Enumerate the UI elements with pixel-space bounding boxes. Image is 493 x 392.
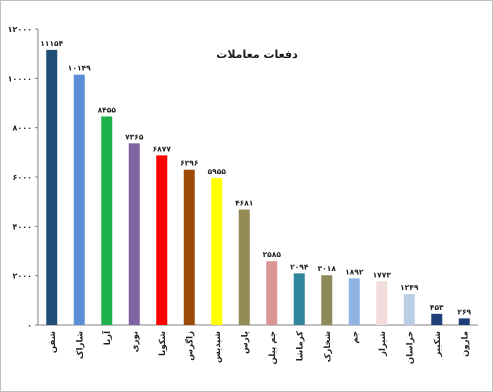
chart-title: دفعات معاملات xyxy=(216,48,298,61)
data-label: ۱۸۹۲ xyxy=(345,267,364,276)
bar xyxy=(156,155,168,325)
bar xyxy=(321,275,333,325)
data-label: ۶۲۹۶ xyxy=(180,159,198,168)
bar xyxy=(46,49,58,325)
category-label: کرماشا xyxy=(295,331,305,361)
category-label: شاراک xyxy=(75,331,85,359)
category-label: مارون xyxy=(460,331,470,357)
bar xyxy=(183,169,195,325)
data-label: ۱۰۱۴۹ xyxy=(68,64,91,73)
category-label: شخارک xyxy=(323,331,333,362)
data-label: ۱۱۱۵۴ xyxy=(40,39,63,48)
category-label: خراسان xyxy=(405,331,415,364)
data-label: ۱۷۷۳ xyxy=(373,270,392,279)
bars xyxy=(46,49,470,326)
bar xyxy=(101,116,113,326)
bar xyxy=(293,273,305,325)
bar xyxy=(376,281,388,325)
category-label: شپدیس xyxy=(213,331,223,363)
data-label: ۲۰۱۸ xyxy=(318,264,337,273)
y-tick-labels: ۰ ۲۰۰۰ ۴۰۰۰ ۶۰۰۰ ۸۰۰۰ ۱۰۰۰۰ ۱۲۰۰۰ xyxy=(8,25,32,330)
category-label: شفن xyxy=(48,331,58,353)
category-label: شکبیر xyxy=(433,331,443,358)
data-label: ۱۲۴۹ xyxy=(400,283,419,292)
data-label: ۸۴۵۵ xyxy=(98,105,117,114)
bar xyxy=(211,178,223,325)
category-label: شیراز xyxy=(378,331,388,357)
bar xyxy=(348,278,360,325)
bar xyxy=(458,318,470,325)
data-label: ۷۳۶۵ xyxy=(125,132,144,141)
data-label: ۵۹۵۵ xyxy=(208,167,227,176)
category-label: پارس xyxy=(240,331,250,354)
category-label: آریا xyxy=(101,330,113,345)
y-tick-label: ۴۰۰۰ xyxy=(12,222,32,231)
category-label: زاگرس xyxy=(184,331,195,361)
y-tick-label: ۸۰۰۰ xyxy=(12,124,32,133)
y-tick-label: ۱۲۰۰۰ xyxy=(8,25,32,34)
bar xyxy=(73,74,85,326)
bar xyxy=(238,209,250,325)
y-tick-label: ۱۰۰۰۰ xyxy=(8,74,32,83)
category-labels: شفن شاراک آریا نوری شکویا زاگرس شپدیس پارس جم پی… xyxy=(48,330,471,365)
y-tick-label: ۲۰۰۰ xyxy=(12,272,32,281)
category-label: شکویا xyxy=(158,331,168,356)
y-tick-label: ۰ xyxy=(27,321,32,330)
category-label: جم پیلن xyxy=(268,331,278,365)
bar xyxy=(266,261,278,325)
bar xyxy=(431,313,443,325)
data-label: ۶۸۷۷ xyxy=(153,144,172,153)
category-label: جم xyxy=(350,331,360,344)
bar xyxy=(128,143,140,325)
data-label: ۲۵۸۵ xyxy=(263,250,282,259)
data-label: ۴۶۸۱ xyxy=(235,199,253,208)
data-label: ۴۵۳ xyxy=(430,303,444,312)
data-label: ۲۰۹۴ xyxy=(290,262,309,271)
y-tick-label: ۶۰۰۰ xyxy=(12,173,32,182)
data-label: ۲۶۹ xyxy=(457,307,471,316)
bar xyxy=(403,294,415,325)
data-labels: ۱۱۱۵۴ ۱۰۱۴۹ ۸۴۵۵ ۷۳۶۵ ۶۸۷۷ ۶۲۹۶ ۵۹۵۵ ۴۶۸۱ ۲۵۸۵ ۲۰… xyxy=(40,39,471,316)
category-label: نوری xyxy=(130,331,140,352)
